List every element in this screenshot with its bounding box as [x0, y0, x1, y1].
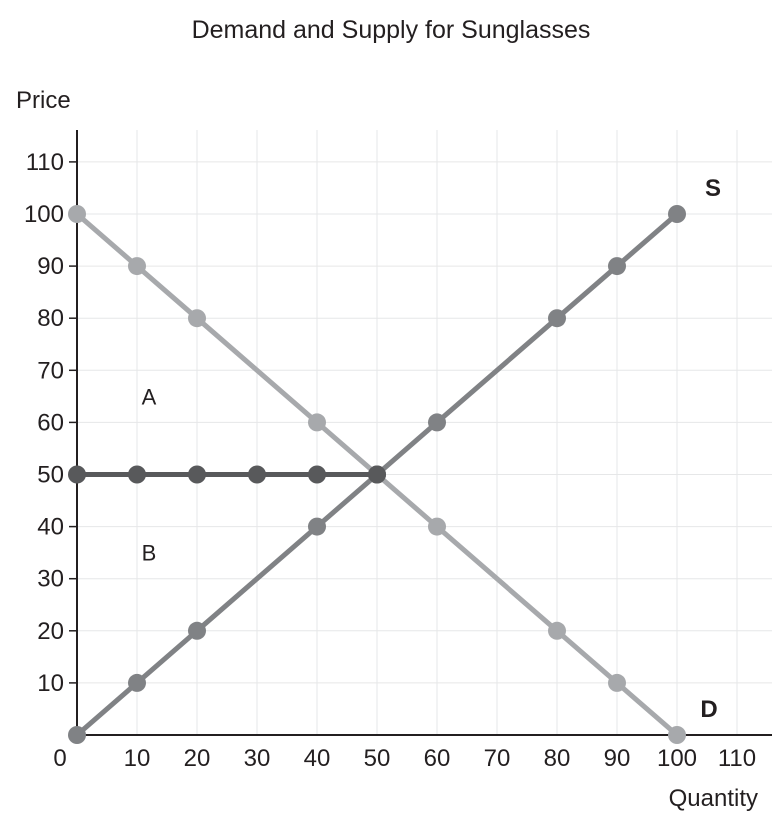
y-axis-label: Price: [16, 87, 71, 114]
data-point: [188, 309, 206, 328]
x-axis-label: Quantity: [669, 785, 758, 812]
x-tick-label: 80: [544, 745, 571, 772]
x-tick-label: 60: [424, 745, 451, 772]
x-tick-label: 70: [484, 745, 511, 772]
x-tick-label: 40: [304, 745, 331, 772]
x-tick-label: 30: [244, 745, 271, 772]
data-point: [128, 673, 146, 692]
y-ticks: 10 20 30 40 50 60 70 80 90 100 110: [24, 149, 77, 697]
grid: [77, 130, 772, 735]
data-point: [308, 465, 326, 484]
data-point: [548, 621, 566, 640]
data-point: [68, 726, 86, 744]
x-tick-label: 0: [53, 745, 66, 772]
axes: [76, 130, 772, 736]
y-tick-label: 40: [37, 514, 64, 541]
x-tick-label: 110: [718, 745, 756, 772]
data-point: [608, 673, 626, 692]
x-tick-label: 10: [124, 745, 151, 772]
series-price-line: [68, 465, 386, 484]
demand-curve-label: D: [700, 696, 717, 723]
x-tick-label: 50: [364, 745, 391, 772]
supply-curve-label: S: [705, 175, 721, 202]
y-tick-label: 50: [37, 462, 64, 489]
x-ticks: 0 10 20 30 40 50 60 70 80 90 100 110: [53, 745, 756, 772]
data-point: [668, 205, 686, 223]
data-point: [188, 465, 206, 484]
data-point: [428, 413, 446, 432]
series-group: [68, 205, 686, 744]
y-tick-label: 80: [37, 305, 64, 332]
y-tick-label: 100: [24, 201, 64, 228]
y-tick-label: 20: [37, 618, 64, 645]
chart-title: Demand and Supply for Sunglasses: [192, 16, 591, 44]
labels-group: S D A B: [142, 175, 721, 723]
data-point: [368, 465, 386, 484]
y-tick-label: 30: [37, 566, 64, 593]
x-tick-label: 100: [657, 745, 697, 772]
y-tick-label: 90: [37, 253, 64, 280]
data-point: [68, 205, 86, 223]
y-tick-label: 10: [37, 670, 64, 697]
data-point: [608, 257, 626, 276]
y-tick-label: 110: [26, 149, 64, 176]
data-point: [68, 465, 86, 484]
data-point: [308, 413, 326, 432]
data-point: [128, 257, 146, 276]
data-point: [308, 517, 326, 536]
x-tick-label: 90: [604, 745, 631, 772]
area-label-a: A: [142, 384, 157, 409]
x-tick-label: 20: [184, 745, 211, 772]
data-point: [128, 465, 146, 484]
data-point: [248, 465, 266, 484]
area-label-b: B: [142, 541, 157, 566]
data-point: [428, 517, 446, 536]
data-point: [548, 309, 566, 328]
y-tick-label: 60: [37, 409, 64, 436]
y-tick-label: 70: [37, 357, 64, 384]
data-point: [188, 621, 206, 640]
data-point: [668, 726, 686, 744]
